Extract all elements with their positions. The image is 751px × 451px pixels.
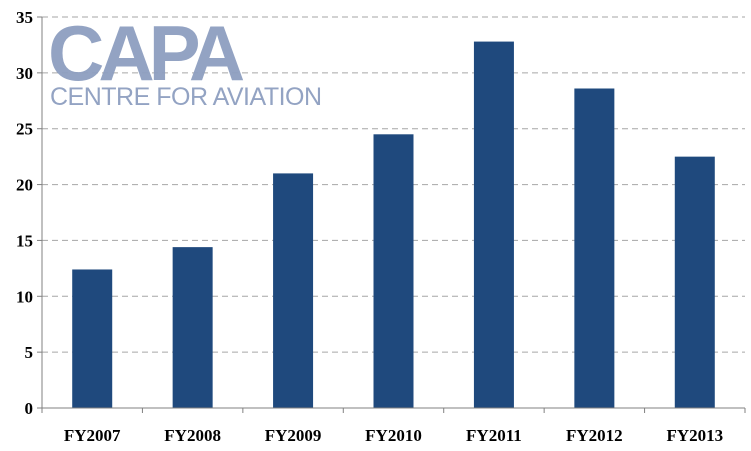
x-category-label: FY2010: [365, 426, 422, 445]
y-tick-label: 5: [25, 343, 34, 362]
y-tick-label: 20: [16, 176, 33, 195]
x-category-label: FY2009: [265, 426, 322, 445]
y-axis-ticks: 0 5 10 15 20 25 30 35: [16, 8, 42, 418]
x-category-label: FY2008: [164, 426, 221, 445]
x-category-label: FY2012: [566, 426, 623, 445]
y-tick-label: 15: [16, 231, 33, 250]
logo-main-text: CAPA: [48, 9, 244, 97]
y-tick-label: 10: [16, 287, 33, 306]
x-category-label: FY2007: [64, 426, 121, 445]
bars: [72, 41, 715, 409]
logo-sub-text: CENTRE FOR AVIATION: [50, 83, 322, 111]
x-axis-ticks: FY2007 FY2008 FY2009 FY2010 FY2011 FY2012 FY20…: [41, 408, 746, 445]
y-tick-label: 0: [25, 399, 34, 418]
y-tick-label: 30: [16, 64, 33, 83]
x-category-label: FY2011: [466, 426, 522, 445]
x-category-label: FY2013: [666, 426, 723, 445]
axes: [41, 17, 745, 409]
bar-fy2013: [674, 156, 715, 408]
bar-fy2011: [473, 41, 514, 408]
y-tick-label: 25: [16, 120, 33, 139]
y-tick-label: 35: [16, 8, 33, 27]
bar-fy2009: [273, 173, 314, 408]
capa-logo: CAPA CENTRE FOR AVIATION: [48, 9, 322, 111]
bar-fy2007: [72, 269, 113, 408]
bar-fy2008: [172, 247, 213, 408]
bar-fy2010: [373, 134, 414, 409]
bar-fy2012: [574, 88, 615, 409]
